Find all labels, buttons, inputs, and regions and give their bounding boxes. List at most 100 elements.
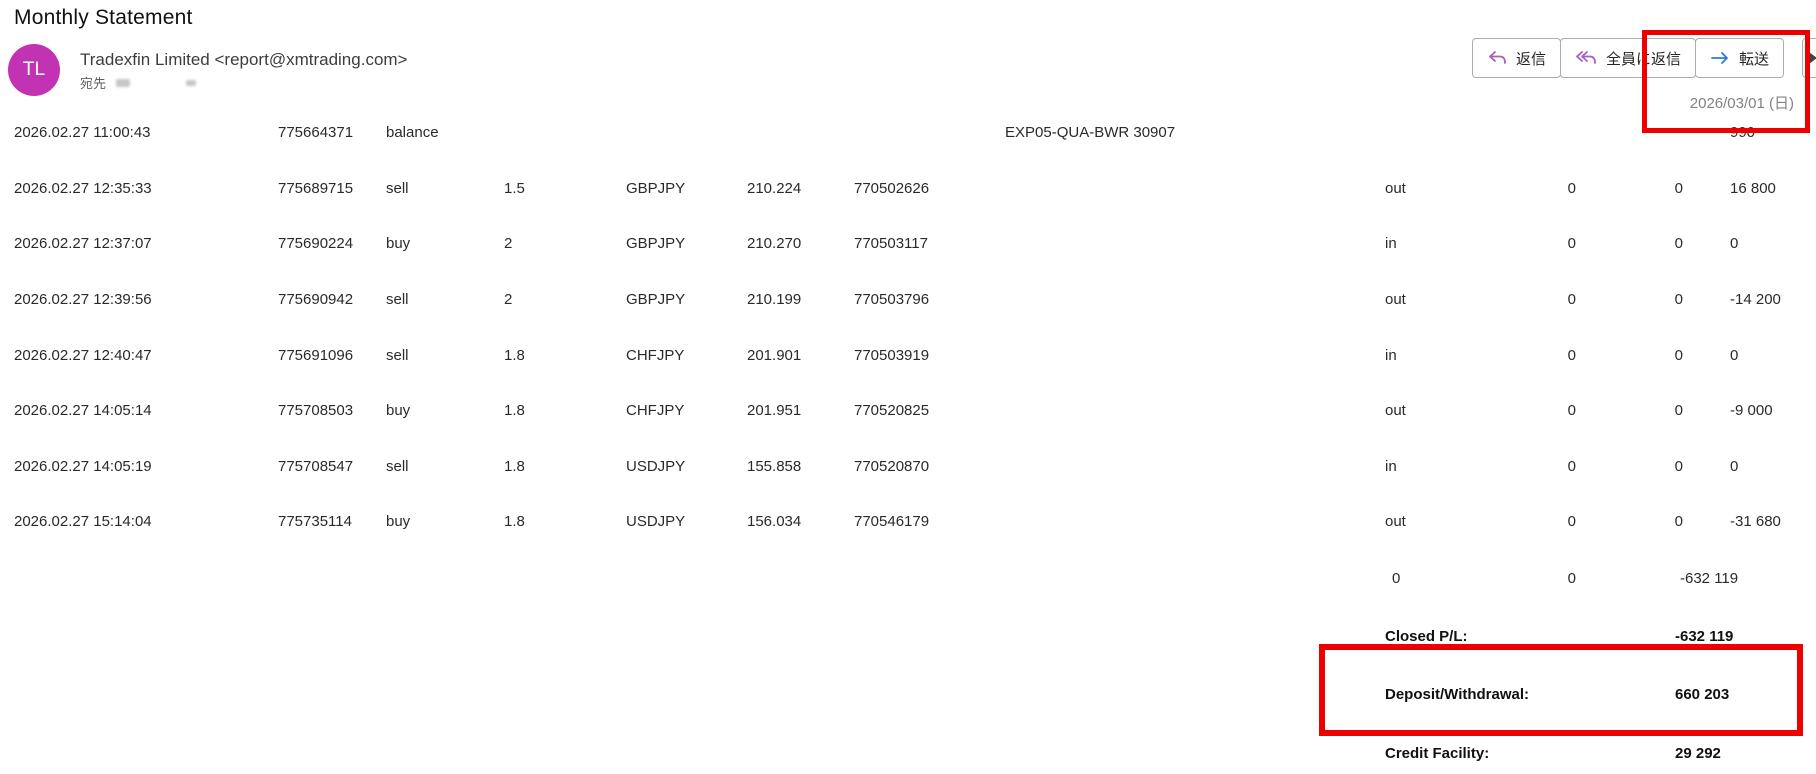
cell-amount: 0 [1730,346,1739,364]
cell-direction: out [1385,179,1406,197]
cell-type: sell [386,291,409,309]
cell-price: 210.224 [747,179,802,197]
cell-price: 156.034 [747,513,802,531]
action-button-label: 転送 [1739,50,1770,68]
cell-datetime: 2026.02.27 14:05:14 [14,402,152,420]
cell-direction: in [1385,235,1397,253]
cell-ref: 770503796 [854,291,930,309]
cell-type: sell [386,457,409,475]
cell-swap: 0 [1674,291,1683,309]
cell-order: 775664371 [278,124,354,142]
deposit-withdrawal-value: 660 203 [1675,686,1730,703]
cell-commission: 0 [1567,457,1576,475]
cell-price: 155.858 [747,457,802,475]
cell-commission: 0 [1567,402,1576,420]
cell-order: 775708503 [278,402,354,420]
cell-ref: 770502626 [854,179,930,197]
cell-type: sell [386,346,409,364]
more-actions-icon [1809,52,1816,64]
totals-closed-pl: -632 119 [1680,570,1739,587]
cell-direction: in [1385,457,1397,475]
table-row: 2026.02.27 12:39:56 775690942 sell 2 GBPJPY 2… [0,272,1816,328]
cell-amount: -14 200 [1730,291,1781,309]
cell-ref: 770520825 [854,402,930,420]
sender-avatar[interactable]: TL [8,44,60,96]
table-row: 2026.02.27 12:35:33 775689715 sell 1.5 GBPJP… [0,161,1816,217]
cell-swap: 0 [1674,346,1683,364]
table-row: 2026.02.27 12:37:07 775690224 buy 2 GBPJPY 21… [0,216,1816,272]
cell-price: 201.951 [747,402,802,420]
cell-price: 210.270 [747,235,802,253]
email-subject: Monthly Statement [14,6,193,29]
table-row: 2026.02.27 11:00:43 775664371 balance EXP05… [0,105,1816,161]
cell-amount: -9 000 [1730,402,1773,420]
cell-commission: 0 [1567,179,1576,197]
cell-symbol: GBPJPY [626,291,686,309]
cell-commission: 0 [1567,346,1576,364]
to-label: 宛先 [80,76,107,91]
cell-type: sell [386,179,409,197]
transaction-table: 2026.02.27 11:00:43 775664371 balance EXP05… [0,105,1816,550]
cell-direction: out [1385,291,1406,309]
redacted-recipient [186,79,197,86]
cell-datetime: 2026.02.27 15:14:04 [14,513,152,531]
cell-swap: 0 [1674,179,1683,197]
cell-symbol: GBPJPY [626,179,686,197]
reply-icon [1487,50,1507,66]
table-row: 2026.02.27 14:05:19 775708547 sell 1.8 USDJP… [0,439,1816,495]
forward-button[interactable]: 転送 [1695,38,1785,78]
cell-order: 775690224 [278,235,354,253]
cell-commission: 0 [1567,513,1576,531]
cell-order: 775689715 [278,179,354,197]
cell-ref: 770503919 [854,346,930,364]
cell-order: 775708547 [278,457,354,475]
action-button-label: 全員に返信 [1606,50,1682,68]
table-row: 2026.02.27 14:05:14 775708503 buy 1.8 CHFJPY… [0,383,1816,439]
mail-action-buttons: 返信 全員に返信 転送 [1472,38,1785,78]
cell-swap: 0 [1674,513,1683,531]
mail-date: 2026/03/01 (日) [1689,95,1794,112]
cell-datetime: 2026.02.27 14:05:19 [14,457,152,475]
cell-direction: out [1385,402,1406,420]
cell-ref: 770546179 [854,513,930,531]
more-actions-button[interactable] [1802,38,1816,78]
cell-comment: EXP05-QUA-BWR 30907 [1005,124,1176,142]
cell-swap: 0 [1674,457,1683,475]
cell-price: 201.901 [747,346,802,364]
cell-type: buy [386,402,411,420]
cell-ref: 770503117 [854,235,928,253]
cell-swap: 0 [1674,235,1683,253]
sender-name[interactable]: Tradexfin Limited <report@xmtrading.com> [80,50,408,69]
cell-order: 775735114 [278,513,352,531]
cell-type: balance [386,124,439,142]
cell-symbol: CHFJPY [626,402,685,420]
recipient-line: 宛先 [80,73,197,92]
cell-lots: 1.8 [504,457,525,475]
cell-symbol: USDJPY [626,513,686,531]
cell-datetime: 2026.02.27 12:39:56 [14,291,152,309]
reply-all-button[interactable]: 全員に返信 [1560,38,1697,78]
totals-col-a: 0 [1392,570,1401,587]
closed-pl-value: -632 119 [1675,628,1734,645]
cell-lots: 1.5 [504,179,525,197]
cell-ref: 770520870 [854,457,930,475]
cell-type: buy [386,235,411,253]
cell-lots: 1.8 [504,513,525,531]
cell-order: 775690942 [278,291,354,309]
deposit-withdrawal-label: Deposit/Withdrawal: [1385,686,1530,703]
credit-facility-value: 29 292 [1675,745,1721,762]
cell-commission: 0 [1567,235,1576,253]
cell-direction: in [1385,346,1397,364]
cell-amount: 0 [1730,235,1739,253]
credit-facility-label: Credit Facility: [1385,745,1490,762]
cell-amount: 16 800 [1730,179,1776,197]
cell-lots: 2 [504,235,513,253]
cell-order: 775691096 [278,346,354,364]
reply-button[interactable]: 返信 [1472,38,1562,78]
cell-datetime: 2026.02.27 12:40:47 [14,346,152,364]
forward-icon [1710,51,1730,65]
cell-direction: out [1385,513,1406,531]
reply-all-icon [1575,50,1597,66]
cell-datetime: 2026.02.27 11:00:43 [14,124,151,142]
